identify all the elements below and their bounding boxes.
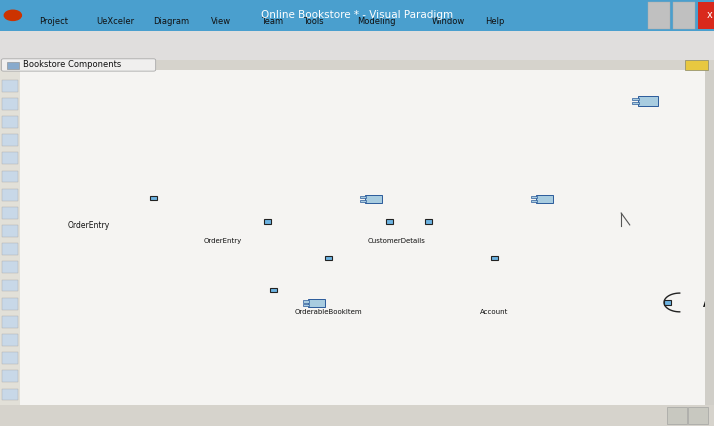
Text: OrderEntry: OrderEntry (203, 238, 242, 244)
Bar (705, 70, 714, 405)
Bar (2, 261, 18, 273)
Bar (2, 98, 18, 110)
Bar (154, 83, 668, 377)
Bar (365, 195, 382, 203)
Bar (2, 298, 18, 310)
Bar (150, 196, 157, 200)
Bar (632, 102, 639, 104)
Bar (0, 405, 714, 426)
Text: Account: Account (703, 300, 714, 309)
Bar (0, 60, 714, 70)
Bar (264, 219, 271, 224)
Bar (20, 70, 705, 405)
Bar (303, 304, 309, 306)
Bar (2, 153, 18, 164)
Bar (2, 279, 18, 291)
Bar (2, 225, 18, 237)
Text: View: View (211, 17, 231, 26)
Bar (0, 70, 20, 405)
Text: <<component>>: <<component>> (463, 192, 526, 198)
Circle shape (381, 212, 413, 231)
Circle shape (311, 282, 346, 302)
Bar (270, 288, 277, 292)
Text: Help: Help (486, 17, 505, 26)
Bar (425, 219, 432, 224)
Bar (2, 207, 18, 219)
Text: Order: Order (315, 201, 342, 210)
Text: Diagram: Diagram (154, 17, 190, 26)
Text: <<component>>: <<component>> (297, 192, 360, 198)
Bar (2, 116, 18, 128)
Circle shape (477, 282, 511, 302)
Bar (2, 170, 18, 182)
Bar (2, 80, 18, 92)
Bar (360, 196, 366, 198)
Text: OrderEntry: OrderEntry (68, 221, 111, 230)
Bar (2, 189, 18, 201)
Bar (2, 134, 18, 146)
Circle shape (4, 10, 21, 20)
Text: Customer: Customer (472, 201, 517, 210)
Circle shape (207, 212, 238, 231)
Bar (308, 299, 325, 308)
Bar (667, 407, 687, 424)
Text: Book Item: Book Item (249, 305, 297, 315)
Text: Tools: Tools (303, 17, 324, 26)
Bar (0, 12, 714, 31)
Text: <<component>>: <<component>> (241, 296, 305, 302)
Bar (531, 200, 538, 202)
Bar (2, 389, 18, 400)
Text: UeXceler: UeXceler (96, 17, 134, 26)
Text: OrderableBookItem: OrderableBookItem (295, 309, 362, 315)
Bar (360, 200, 366, 202)
Bar (428, 185, 560, 258)
Text: Bookstore: Bookstore (383, 103, 438, 113)
Bar (0, 31, 714, 60)
FancyBboxPatch shape (685, 60, 708, 70)
Bar (386, 219, 393, 224)
Text: Team: Team (261, 17, 283, 26)
Bar (268, 185, 389, 258)
Bar (632, 98, 639, 100)
Bar (2, 352, 18, 364)
Text: CustomerDetails: CustomerDetails (368, 238, 426, 244)
Text: Modeling: Modeling (357, 17, 396, 26)
Text: Window: Window (432, 17, 466, 26)
Bar (303, 300, 309, 302)
Text: Online Bookstore * - Visual Paradigm: Online Bookstore * - Visual Paradigm (261, 10, 453, 20)
Bar (688, 407, 708, 424)
Text: <<component>>: <<component>> (376, 92, 445, 101)
Bar (673, 2, 695, 29)
Bar (325, 256, 332, 260)
Bar (536, 195, 553, 203)
FancyBboxPatch shape (1, 59, 156, 71)
Bar (698, 2, 714, 29)
Circle shape (64, 183, 115, 213)
Bar (531, 196, 538, 198)
Bar (7, 62, 19, 69)
Bar (0, 0, 714, 31)
Bar (491, 256, 498, 260)
Bar (2, 370, 18, 382)
Bar (664, 300, 671, 305)
Text: Project: Project (39, 17, 69, 26)
Bar (2, 334, 18, 346)
Text: Bookstore Components: Bookstore Components (23, 60, 121, 69)
Text: Account: Account (480, 309, 508, 315)
Bar (648, 2, 670, 29)
Bar (2, 243, 18, 255)
Text: x: x (707, 10, 713, 20)
Bar (214, 290, 332, 347)
Bar (2, 316, 18, 328)
Bar (638, 96, 658, 106)
